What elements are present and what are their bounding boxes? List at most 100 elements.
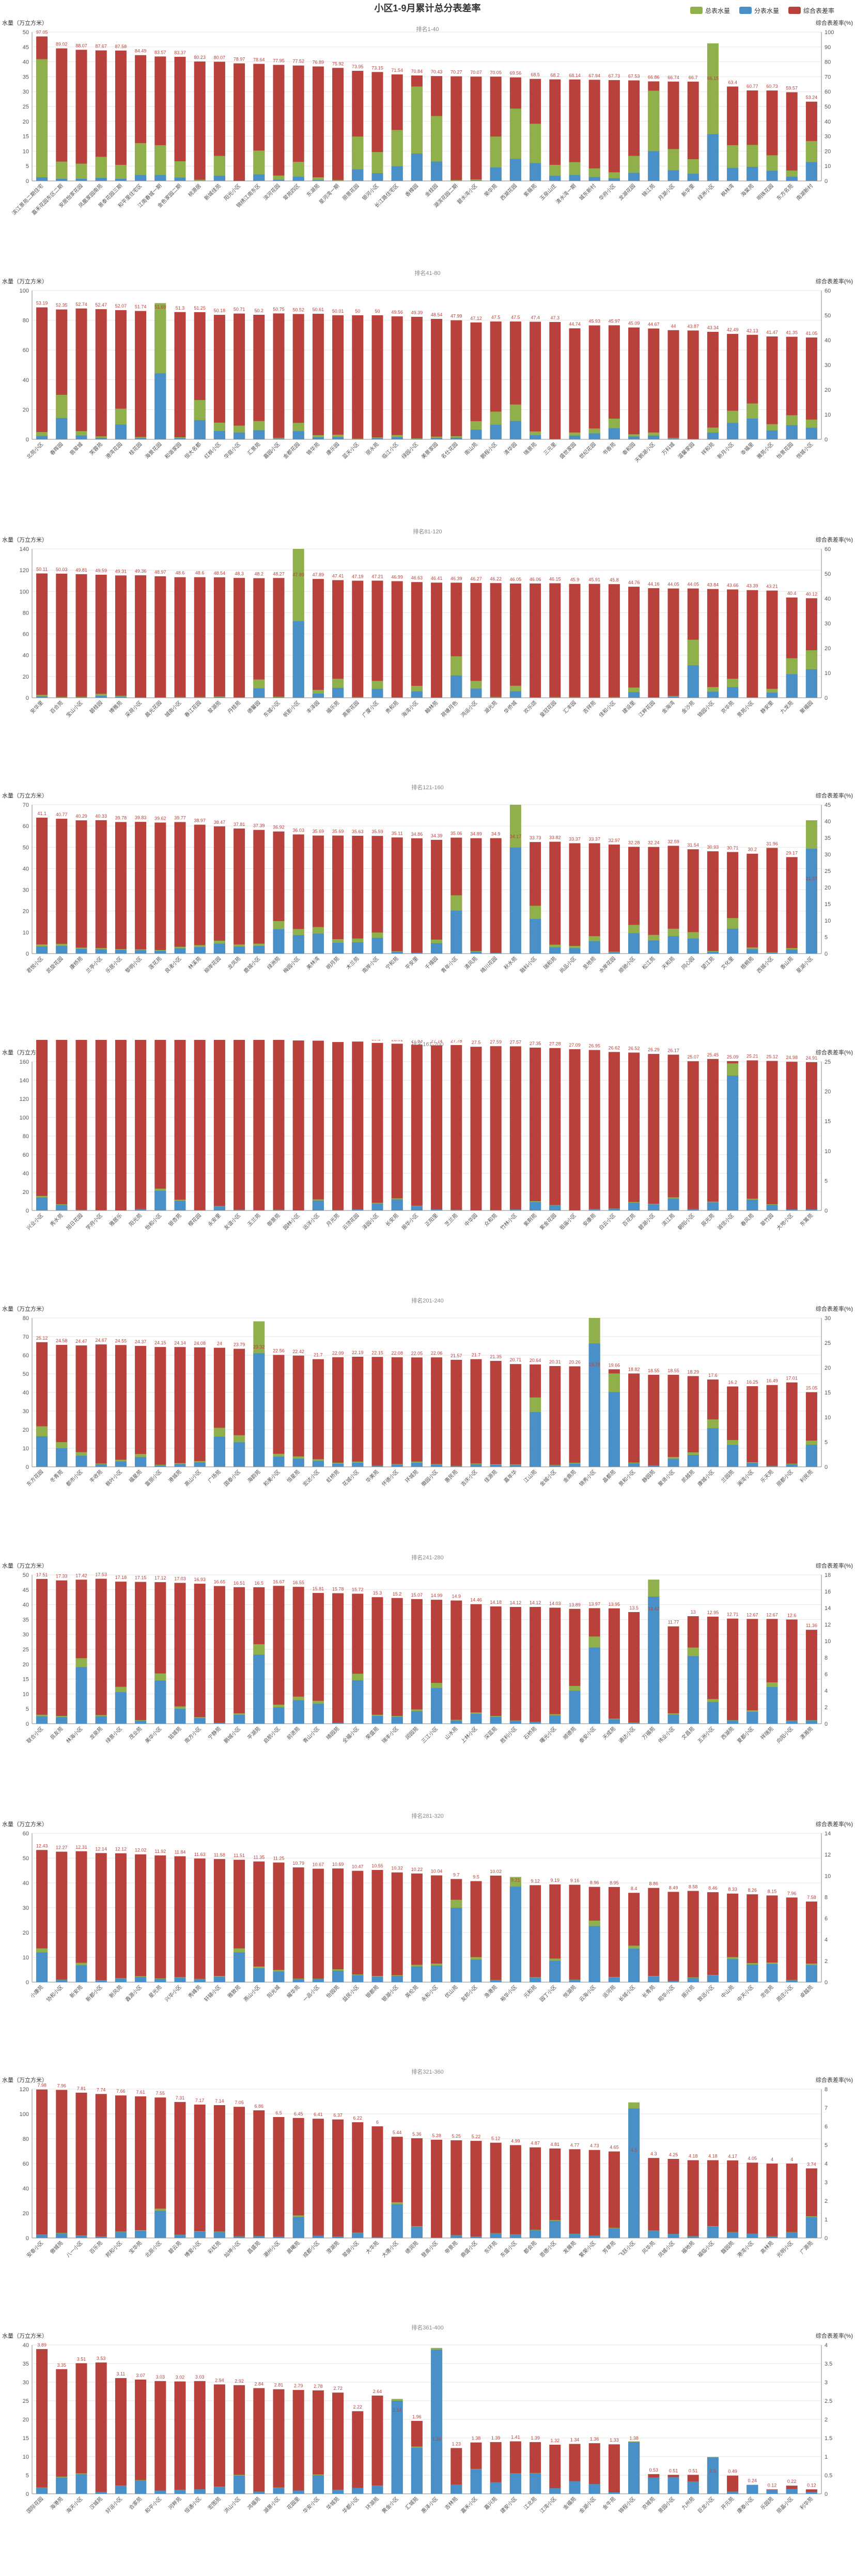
bar-rate[interactable]: [194, 1584, 206, 1724]
bar-sub[interactable]: [56, 418, 68, 439]
bar-rate[interactable]: [628, 587, 640, 698]
bar-sub[interactable]: [588, 2484, 600, 2494]
bar-total[interactable]: [56, 697, 68, 698]
bar-sub[interactable]: [115, 2486, 127, 2494]
bar-sub[interactable]: [213, 697, 225, 698]
bar-rate[interactable]: [135, 2096, 147, 2238]
bar-total[interactable]: [332, 180, 344, 181]
bar-rate[interactable]: [234, 2107, 245, 2238]
bar-rate[interactable]: [273, 1355, 285, 1467]
bar-rate[interactable]: [450, 1600, 462, 1724]
bar-sub[interactable]: [490, 1465, 502, 1467]
bar-sub[interactable]: [470, 1713, 482, 1724]
bar-rate[interactable]: [36, 1578, 48, 1724]
bar-sub[interactable]: [431, 438, 443, 439]
bar-sub[interactable]: [174, 2490, 186, 2494]
bar-rate[interactable]: [411, 1357, 423, 1467]
bar-rate[interactable]: [707, 589, 719, 698]
bar-sub[interactable]: [786, 425, 798, 439]
bar-rate[interactable]: [766, 590, 778, 698]
bar-sub[interactable]: [569, 1691, 581, 1724]
bar-rate[interactable]: [766, 2164, 778, 2238]
bar-rate[interactable]: [174, 822, 186, 954]
bar-rate[interactable]: [687, 849, 699, 954]
bar-sub[interactable]: [470, 1959, 482, 1982]
bar-rate[interactable]: [135, 311, 147, 439]
bar-rate[interactable]: [411, 1873, 423, 1982]
bar-sub[interactable]: [154, 2211, 166, 2238]
bar-sub[interactable]: [273, 179, 285, 181]
bar-rate[interactable]: [292, 834, 304, 954]
bar-sub[interactable]: [292, 1979, 304, 1982]
bar-rate[interactable]: [213, 2105, 225, 2238]
bar-sub[interactable]: [194, 947, 206, 954]
bar-sub[interactable]: [588, 941, 600, 954]
bar-sub[interactable]: [747, 418, 758, 439]
bar-rate[interactable]: [786, 1062, 798, 1210]
bar-rate[interactable]: [391, 1872, 403, 1982]
bar-rate[interactable]: [667, 1374, 679, 1467]
bar-rate[interactable]: [588, 843, 600, 954]
bar-sub[interactable]: [234, 2236, 245, 2238]
bar-sub[interactable]: [352, 942, 364, 954]
bar-rate[interactable]: [312, 1359, 324, 1467]
bar-sub[interactable]: [154, 373, 166, 439]
bar-sub[interactable]: [154, 950, 166, 954]
bar-sub[interactable]: [805, 1965, 817, 1982]
bar-sub[interactable]: [707, 2457, 719, 2494]
bar-sub[interactable]: [509, 691, 521, 698]
bar-rate[interactable]: [707, 331, 719, 439]
bar-rate[interactable]: [530, 1885, 541, 1982]
bar-rate[interactable]: [707, 1059, 719, 1210]
bar-rate[interactable]: [174, 2102, 186, 2238]
bar-sub[interactable]: [588, 1647, 600, 1724]
bar-rate[interactable]: [75, 2092, 87, 2238]
bar-rate[interactable]: [569, 1884, 581, 1982]
bar-sub[interactable]: [95, 1980, 107, 1982]
bar-sub[interactable]: [667, 170, 679, 181]
bar-sub[interactable]: [786, 1209, 798, 1210]
bar-sub[interactable]: [509, 421, 521, 439]
bar-sub[interactable]: [154, 1190, 166, 1210]
bar-sub[interactable]: [450, 2235, 462, 2238]
bar-sub[interactable]: [470, 2236, 482, 2238]
bar-sub[interactable]: [411, 1463, 423, 1467]
bar-rate[interactable]: [95, 820, 107, 954]
bar-rate[interactable]: [450, 320, 462, 439]
bar-rate[interactable]: [154, 1040, 166, 1210]
bar-rate[interactable]: [292, 314, 304, 439]
bar-sub[interactable]: [608, 1719, 620, 1724]
bar-rate[interactable]: [608, 1608, 620, 1724]
bar-rate[interactable]: [450, 2448, 462, 2494]
bar-sub[interactable]: [56, 1205, 68, 1210]
bar-rate[interactable]: [628, 1373, 640, 1467]
bar-sub[interactable]: [234, 1442, 245, 1467]
bar-sub[interactable]: [95, 2492, 107, 2494]
bar-rate[interactable]: [530, 1047, 541, 1210]
bar-rate[interactable]: [332, 1042, 344, 1210]
bar-sub[interactable]: [628, 173, 640, 181]
bar-rate[interactable]: [648, 1888, 660, 1982]
bar-sub[interactable]: [36, 436, 48, 439]
bar-sub[interactable]: [470, 430, 482, 439]
bar-rate[interactable]: [56, 1580, 68, 1724]
bar-sub[interactable]: [727, 1720, 739, 1724]
bar-rate[interactable]: [549, 1607, 561, 1724]
bar-rate[interactable]: [648, 328, 660, 439]
bar-rate[interactable]: [786, 92, 798, 181]
bar-total[interactable]: [174, 161, 186, 181]
bar-sub[interactable]: [608, 1392, 620, 1467]
bar-rate[interactable]: [234, 578, 245, 698]
bar-sub[interactable]: [411, 154, 423, 181]
bar-sub[interactable]: [234, 1714, 245, 1724]
bar-rate[interactable]: [569, 2149, 581, 2238]
bar-sub[interactable]: [273, 2236, 285, 2238]
bar-sub[interactable]: [687, 1977, 699, 1982]
bar-sub[interactable]: [530, 1202, 541, 1210]
bar-sub[interactable]: [490, 2233, 502, 2238]
bar-rate[interactable]: [135, 2379, 147, 2494]
bar-rate[interactable]: [549, 2148, 561, 2238]
bar-rate[interactable]: [292, 1867, 304, 1982]
bar-rate[interactable]: [352, 1041, 364, 1210]
bar-rate[interactable]: [766, 1895, 778, 1982]
